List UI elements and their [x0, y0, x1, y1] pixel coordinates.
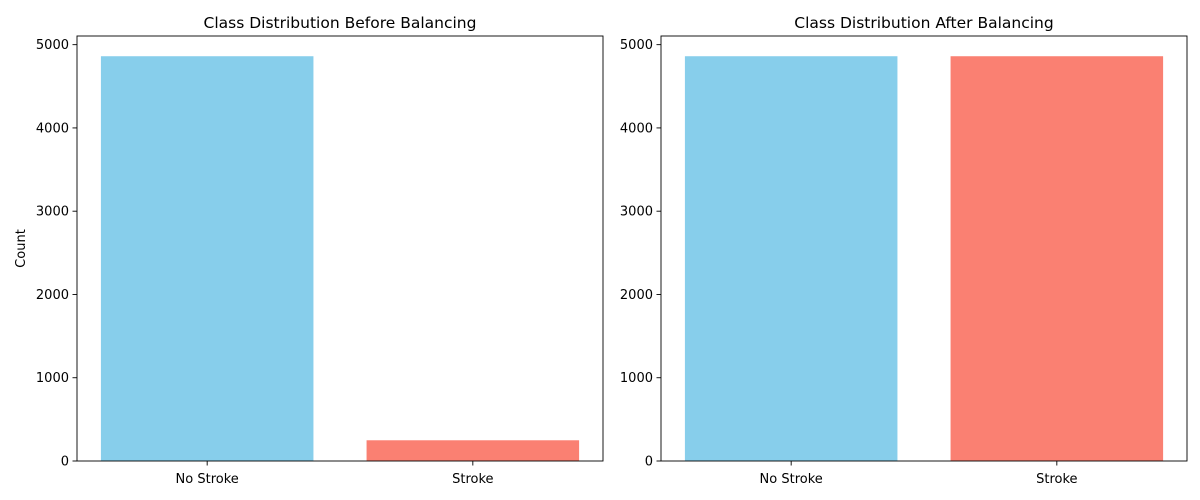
x-tick-label: No Stroke — [176, 472, 239, 487]
y-axis-label: Count — [14, 229, 29, 268]
bar-stroke — [950, 56, 1164, 461]
y-tick-label: 1000 — [620, 371, 653, 386]
y-tick-label: 5000 — [36, 38, 69, 53]
chart-title: Class Distribution Before Balancing — [204, 14, 477, 32]
x-tick-label: Stroke — [452, 472, 493, 487]
y-tick-label: 4000 — [620, 121, 653, 136]
bar-no-stroke — [100, 56, 314, 461]
y-tick-label: 4000 — [36, 121, 69, 136]
chart-title: Class Distribution After Balancing — [794, 14, 1053, 32]
axes-frame — [660, 35, 1188, 462]
bar-stroke — [366, 440, 580, 461]
y-tick-label: 0 — [645, 455, 653, 470]
y-tick-label: 2000 — [36, 288, 69, 303]
axes-frame — [76, 35, 604, 462]
y-tick-label: 3000 — [620, 205, 653, 220]
bar-no-stroke — [684, 56, 898, 461]
y-tick-label: 5000 — [620, 38, 653, 53]
y-tick-label: 1000 — [36, 371, 69, 386]
chart-1: 0 1000 2000 3000 4000 5000 No Stroke Stroke Clas… — [14, 14, 604, 487]
y-tick-label: 2000 — [620, 288, 653, 303]
chart-2: 0 1000 2000 3000 4000 5000 No Stroke Stroke Clas… — [620, 14, 1188, 487]
x-tick-label: Stroke — [1036, 472, 1077, 487]
y-tick-label: 3000 — [36, 205, 69, 220]
x-tick-label: No Stroke — [760, 472, 823, 487]
y-tick-label: 0 — [61, 455, 69, 470]
